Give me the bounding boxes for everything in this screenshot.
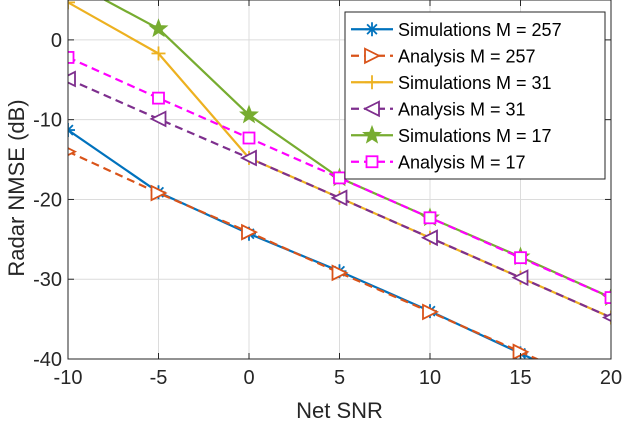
legend-label: Analysis M = 257 — [398, 46, 536, 66]
series-analysis-m-31 — [68, 70, 611, 323]
x-tick-label: 0 — [243, 367, 254, 389]
data-point-marker — [330, 189, 348, 207]
x-tick-label: 10 — [419, 367, 441, 389]
y-tick-label: -20 — [33, 189, 62, 211]
data-point-marker — [239, 149, 257, 167]
legend-box — [344, 11, 606, 180]
y-tick-label: 0 — [51, 30, 62, 52]
legend-entry: Analysis M = 17 — [351, 152, 526, 172]
data-point-marker — [511, 269, 529, 287]
x-axis-label: Net SNR — [296, 398, 383, 423]
data-point-marker — [362, 124, 382, 144]
legend-entry: Simulations M = 17 — [351, 124, 552, 146]
data-point-marker — [68, 123, 75, 138]
data-point-marker — [242, 131, 256, 145]
axes: -10 -5 0 5 10 15 20 0 -10 -20 -30 -40 — [33, 0, 622, 389]
x-tick-label: 15 — [509, 367, 531, 389]
data-point-marker — [149, 110, 167, 128]
data-point-marker — [68, 51, 75, 64]
data-point-marker — [364, 47, 382, 65]
data-point-marker — [148, 18, 169, 38]
data-point-marker — [150, 184, 168, 202]
series-analysis-m-257 — [68, 147, 540, 359]
data-point-marker — [241, 223, 259, 241]
data-point-marker — [365, 22, 379, 37]
y-axis-label: Radar NMSE (dB) — [4, 99, 29, 276]
legend-entry: Simulations M = 257 — [351, 20, 562, 40]
x-tick-label: 5 — [334, 367, 345, 389]
legend-label: Analysis M = 31 — [398, 99, 526, 119]
data-point-marker — [420, 229, 438, 247]
y-tick-label: -30 — [33, 269, 62, 291]
legend-entry: Analysis M = 257 — [351, 46, 536, 66]
data-point-marker — [151, 46, 166, 61]
data-point-marker — [68, 0, 75, 10]
data-point-marker — [423, 211, 437, 225]
data-point-marker — [152, 91, 165, 105]
legend-entry: Analysis M = 31 — [351, 99, 526, 119]
legend: Simulations M = 257 Analysis M = 257 Simul… — [344, 11, 606, 180]
data-point-marker — [68, 70, 76, 88]
data-point-marker — [365, 155, 379, 169]
series-layer — [68, 0, 618, 402]
y-tick-label: -10 — [33, 110, 62, 132]
legend-label: Simulations M = 31 — [398, 73, 552, 93]
data-point-marker — [514, 251, 527, 265]
data-point-marker — [601, 313, 611, 323]
data-point-marker — [331, 264, 349, 282]
data-point-marker — [422, 303, 440, 321]
x-tick-label: 20 — [600, 367, 622, 389]
data-point-marker — [333, 171, 346, 185]
data-point-marker — [604, 291, 611, 304]
data-point-marker — [362, 100, 380, 118]
data-point-marker — [365, 75, 379, 90]
legend-entry: Simulations M = 31 — [351, 73, 552, 93]
y-tick-label: -40 — [33, 349, 62, 371]
legend-label: Simulations M = 257 — [398, 20, 562, 40]
data-point-marker — [604, 388, 618, 402]
x-tick-label: -5 — [150, 367, 168, 389]
legend-label: Analysis M = 17 — [398, 152, 526, 172]
data-point-marker — [68, 147, 78, 157]
x-tick-label: -10 — [54, 367, 83, 389]
data-point-marker — [239, 104, 259, 124]
legend-label: Simulations M = 17 — [398, 126, 552, 146]
